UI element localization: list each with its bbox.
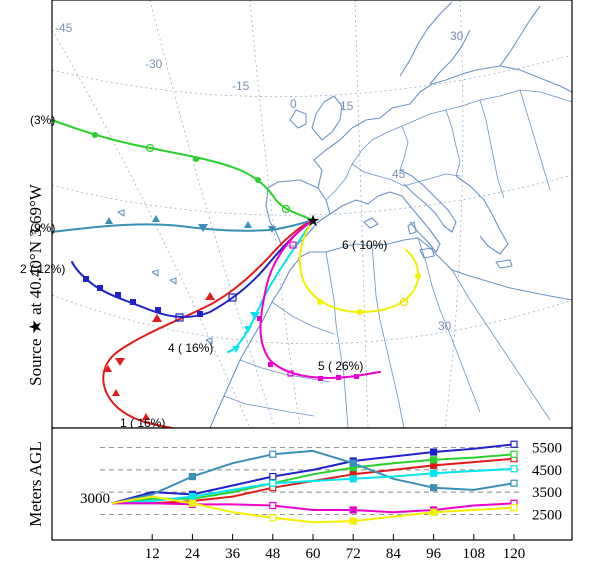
markers-yellow	[317, 273, 421, 315]
height-profile-point	[510, 450, 518, 458]
trajectory-9-teal	[51, 219, 314, 233]
profile-start-value: 3000	[80, 491, 110, 507]
cluster-label-4: 4 ( 16%)	[168, 341, 213, 355]
height-tick-label: 2500	[532, 507, 562, 523]
height-profile-point	[188, 492, 196, 501]
coastlines	[117, 1, 573, 429]
height-profile-line	[112, 502, 515, 514]
markers-blue	[83, 276, 237, 322]
height-profile-point	[269, 501, 277, 510]
time-tick-label: 12	[145, 546, 160, 562]
cluster-labels: 1 ( 16%) 2 ( 12%) (3%) (9%) 4 ( 16%) 5 (…	[20, 113, 387, 430]
height-tick-label: 4500	[532, 463, 562, 479]
trajectory-4-cyan	[227, 219, 314, 353]
height-profile-point	[349, 517, 357, 525]
height-tick-label: 5500	[532, 441, 562, 457]
profile-series	[111, 440, 518, 525]
height-profile-point	[349, 506, 357, 514]
height-profile-point	[430, 469, 438, 477]
cluster-label-1: 1 ( 16%)	[120, 416, 165, 430]
height-profile-point	[349, 475, 357, 483]
graticule-label: -15	[232, 79, 250, 93]
borders	[223, 89, 573, 429]
cluster-label-3: (3%)	[30, 113, 55, 127]
markers-cyan	[232, 312, 260, 353]
time-tick-label: 72	[346, 546, 361, 562]
cluster-label-2: 2 ( 12%)	[20, 262, 65, 276]
markers-red	[104, 292, 215, 420]
height-profile-line	[111, 443, 515, 505]
profile-time-ticks: 12 24 36 48 60 72 84 96 108 120	[145, 534, 526, 562]
height-profile-point	[430, 484, 438, 492]
height-profile-point	[430, 508, 438, 516]
trajectory-1-red	[102, 219, 314, 429]
graticule-label: 45	[392, 167, 406, 181]
time-tick-label: 84	[386, 546, 402, 562]
time-tick-label: 36	[225, 546, 241, 562]
map-panel: -45 -30 -15 0 15 30 45 30	[20, 0, 573, 430]
trajectory-2-blue	[71, 219, 314, 318]
cluster-label-5: 5 ( 26%)	[318, 359, 363, 373]
time-tick-label: 60	[306, 546, 321, 562]
height-profile-line	[111, 449, 515, 505]
height-profile-point	[188, 499, 196, 507]
height-tick-label: 3500	[532, 485, 562, 501]
time-tick-label: 108	[463, 546, 486, 562]
time-tick-label: 120	[503, 546, 526, 562]
trajectory-3-green	[51, 119, 314, 221]
height-profile-point	[269, 514, 277, 522]
height-profile-line	[111, 467, 515, 505]
height-profile-point	[349, 459, 357, 467]
map-graticule	[51, 0, 573, 429]
cluster-label-6: 6 ( 10%)	[342, 238, 387, 252]
height-profile-point	[510, 465, 518, 473]
profile-frame	[51, 427, 573, 541]
profile-axis-label: Meters AGL	[26, 441, 45, 526]
graticule-label: 30	[450, 29, 464, 43]
height-profile-point	[430, 448, 438, 456]
time-tick-label: 48	[265, 546, 280, 562]
height-profile-point	[510, 504, 518, 512]
height-profile-line	[111, 495, 515, 524]
profile-height-ticks: 2500 3500 4500 5500	[532, 441, 562, 524]
graticule-label: 0	[290, 97, 297, 111]
source-star-icon: ★	[306, 211, 320, 230]
height-profile-point	[430, 456, 438, 464]
height-profile-point	[269, 472, 277, 481]
height-profile-point	[510, 440, 518, 448]
height-profile-point	[269, 479, 277, 487]
time-tick-label: 96	[426, 546, 442, 562]
trajectory-5-magenta	[259, 219, 381, 379]
markers-magenta	[257, 241, 359, 381]
map-axis-label: Source ★ at 40.40°N 3.69°W	[26, 183, 45, 386]
height-profile-point	[510, 479, 518, 487]
markers-green	[92, 132, 291, 214]
markers-teal	[105, 215, 276, 233]
time-tick-label: 24	[185, 546, 201, 562]
height-profile-point	[269, 450, 277, 458]
cluster-label-9: (9%)	[30, 221, 55, 235]
graticule-label: 15	[340, 99, 354, 113]
graticule-label: -45	[55, 21, 73, 35]
trajectory-markers	[83, 132, 421, 420]
height-profile-point	[188, 472, 196, 481]
graticule-label: -30	[145, 57, 163, 71]
